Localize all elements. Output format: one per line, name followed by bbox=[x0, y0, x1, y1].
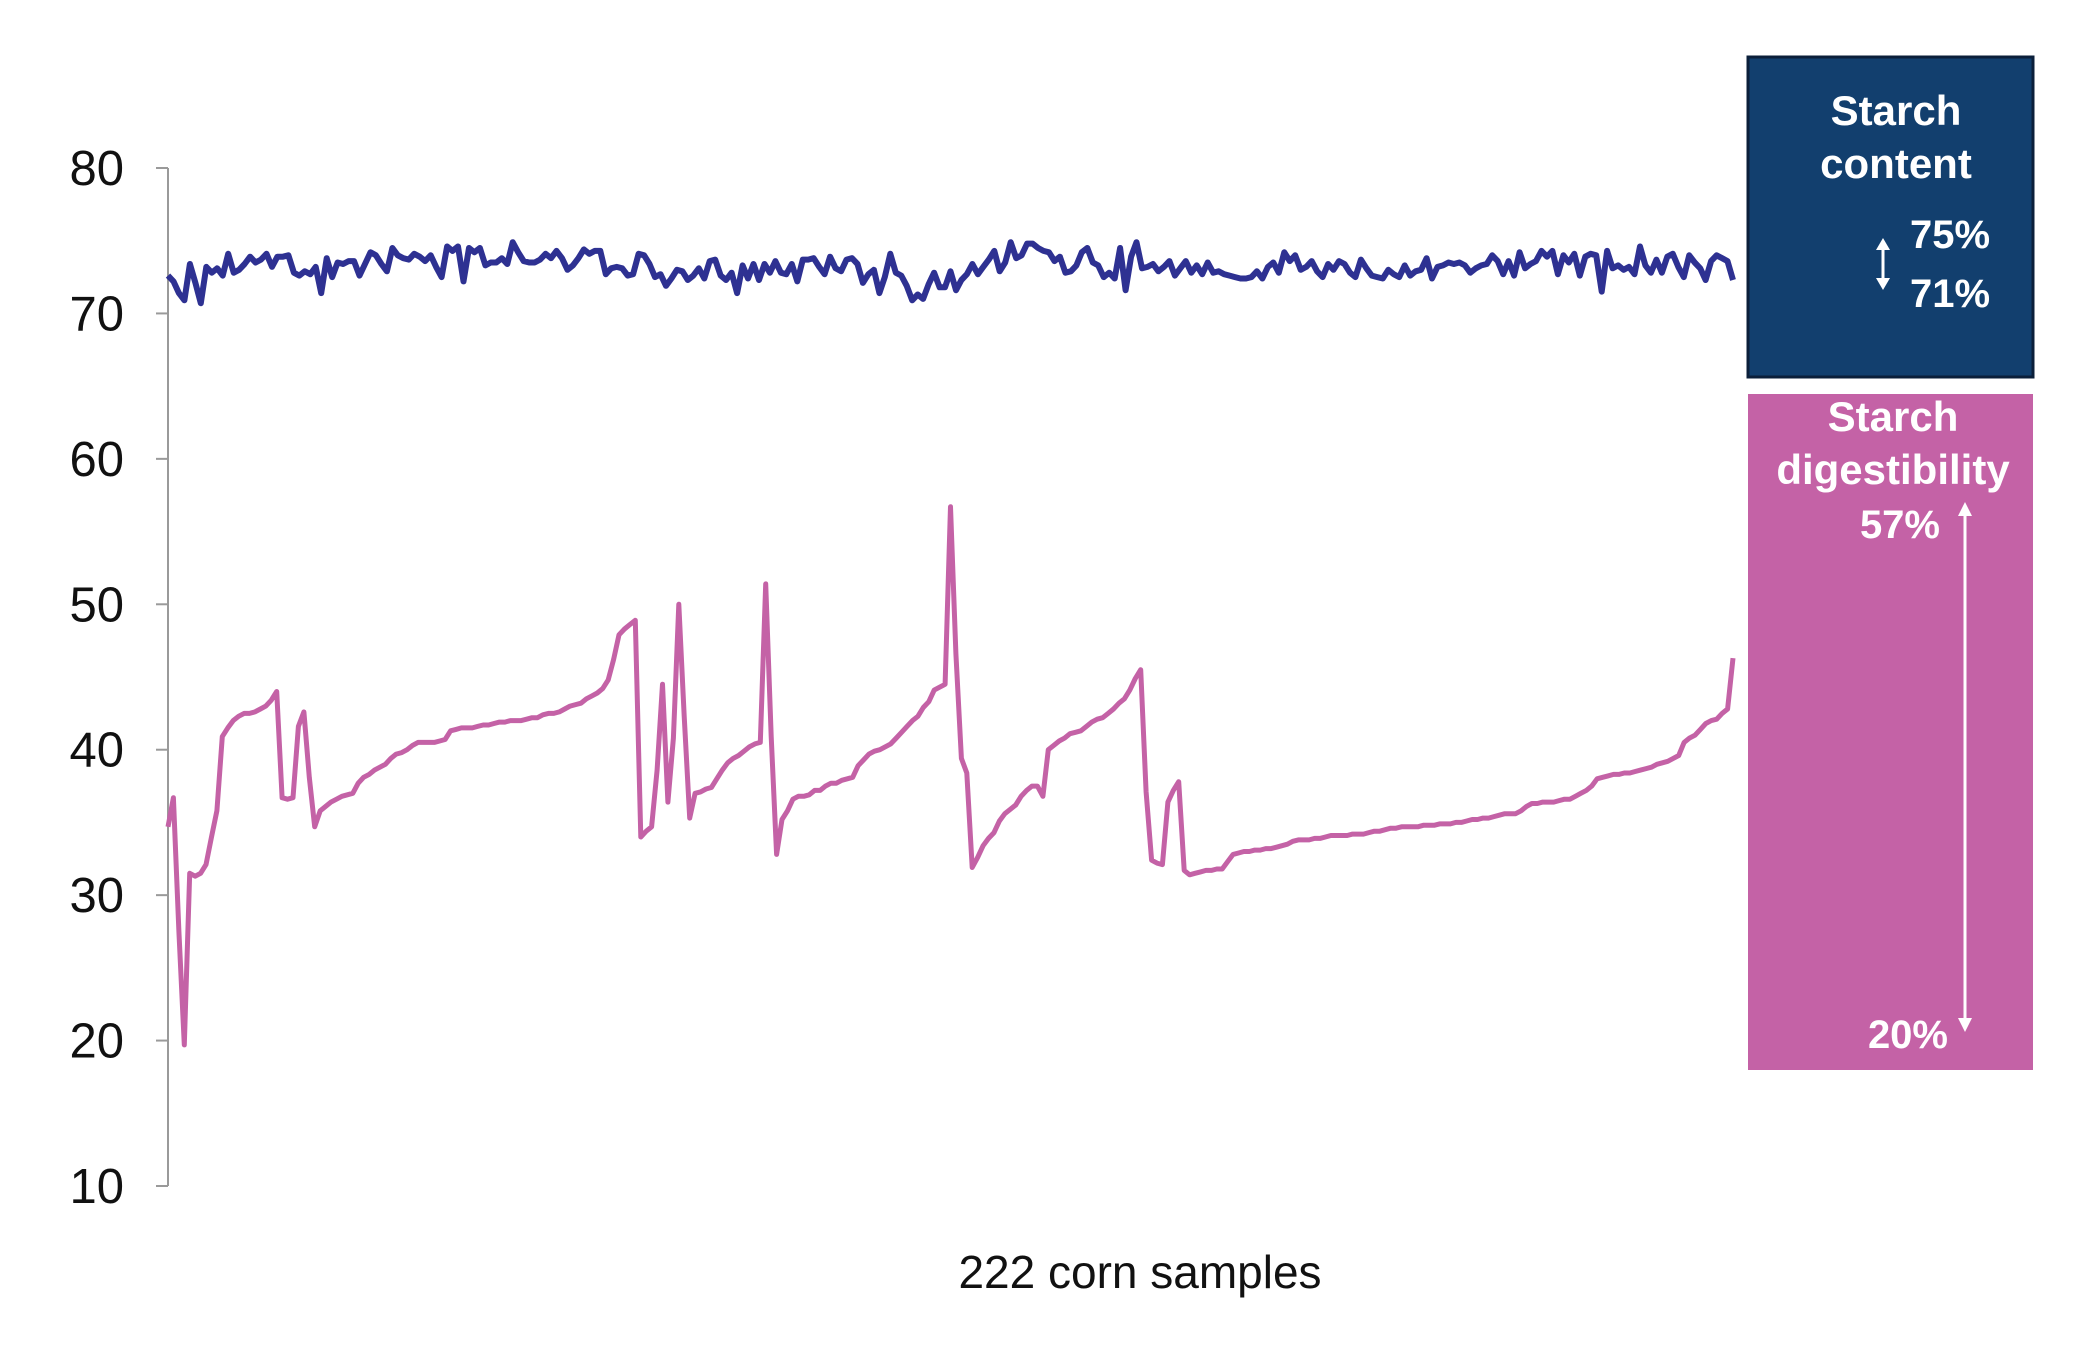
starch-digestibility-title-line2: digestibility bbox=[1776, 446, 2010, 493]
starch-content-box: Starch content 75% 71% bbox=[1746, 55, 2035, 379]
starch-digestibility-line bbox=[165, 504, 1736, 1048]
starch-digestibility-box-bg bbox=[1748, 394, 2033, 1070]
starch-digestibility-title-line1: Starch bbox=[1828, 393, 1959, 440]
starch-content-box-bg bbox=[1746, 55, 2035, 379]
y-axis: 10 20 30 40 50 60 70 80 bbox=[69, 142, 169, 1214]
starch-digestibility-low: 20% bbox=[1868, 1013, 1948, 1057]
starch-content-low: 71% bbox=[1910, 272, 1990, 316]
starch-content-title-line1: Starch bbox=[1831, 87, 1962, 134]
series-layer bbox=[165, 239, 1736, 1048]
starch-content-range-arrow bbox=[1876, 238, 1890, 290]
x-axis-label: 222 corn samples bbox=[958, 1246, 1321, 1298]
y-tick-label: 50 bbox=[69, 578, 124, 632]
starch-content-high: 75% bbox=[1910, 213, 1990, 257]
starch-content-title-line2: content bbox=[1820, 140, 1972, 187]
y-tick-label: 20 bbox=[69, 1015, 124, 1069]
y-tick-label: 10 bbox=[69, 1160, 124, 1214]
starch-digestibility-box: Starch digestibility 57% 20% bbox=[1748, 393, 2033, 1070]
starch-digestibility-high: 57% bbox=[1860, 503, 1940, 547]
starch-content-line bbox=[165, 239, 1736, 307]
y-tick-label: 70 bbox=[69, 287, 124, 341]
starch-digestibility-range-arrow bbox=[1958, 502, 1972, 1032]
y-tick-label: 60 bbox=[69, 433, 124, 487]
y-tick-label: 40 bbox=[69, 724, 124, 778]
y-tick-label: 80 bbox=[69, 142, 124, 196]
y-tick-label: 30 bbox=[69, 869, 124, 923]
